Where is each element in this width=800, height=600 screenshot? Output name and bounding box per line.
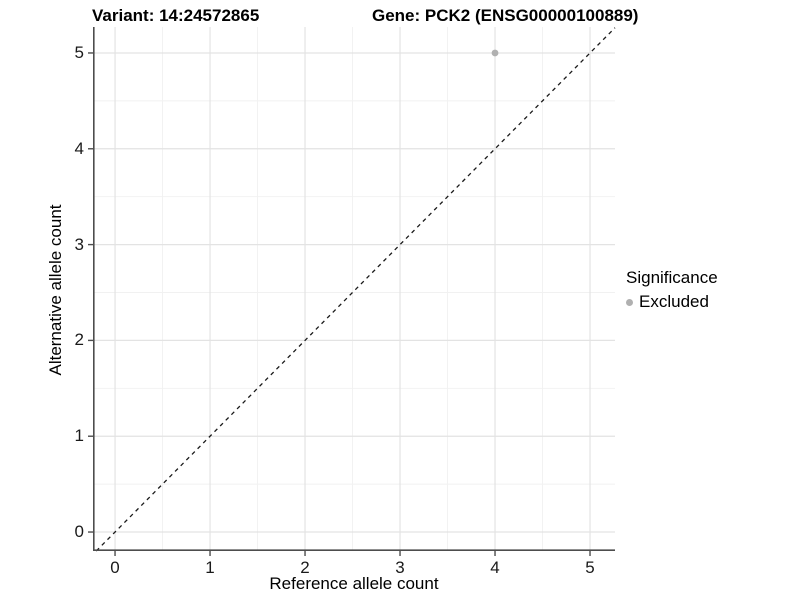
y-axis-title: Alternative allele count	[46, 204, 65, 376]
plot-title-variant: Variant: 14:24572865	[92, 6, 260, 25]
y-tick-label: 2	[74, 330, 84, 350]
y-tick-label: 3	[74, 234, 84, 254]
x-tick-label: 0	[110, 558, 120, 577]
y-tick-label: 5	[74, 42, 84, 62]
x-tick-label: 3	[395, 558, 405, 577]
x-tick-label: 1	[205, 558, 215, 577]
data-point-excluded	[491, 49, 499, 57]
y-tick-label: 1	[74, 426, 84, 446]
x-tick-label: 2	[300, 558, 310, 577]
legend-title: Significance	[626, 268, 718, 287]
legend-item-label: Excluded	[639, 292, 709, 311]
plot-panel	[88, 27, 616, 556]
legend: Significance Excluded	[626, 267, 718, 312]
legend-item-excluded: Excluded	[626, 292, 718, 312]
x-tick-label: 4	[490, 558, 500, 577]
legend-key-dot-icon	[626, 298, 633, 306]
plot-title-gene: Gene: PCK2 (ENSG00000100889)	[372, 6, 639, 25]
identity-reference-line	[95, 27, 616, 552]
x-tick-label: 5	[585, 558, 595, 577]
y-tick-label: 0	[74, 522, 84, 542]
y-tick-label: 4	[74, 138, 84, 158]
plot-panel-canvas	[88, 27, 616, 556]
x-axis-title: Reference allele count	[269, 574, 439, 593]
